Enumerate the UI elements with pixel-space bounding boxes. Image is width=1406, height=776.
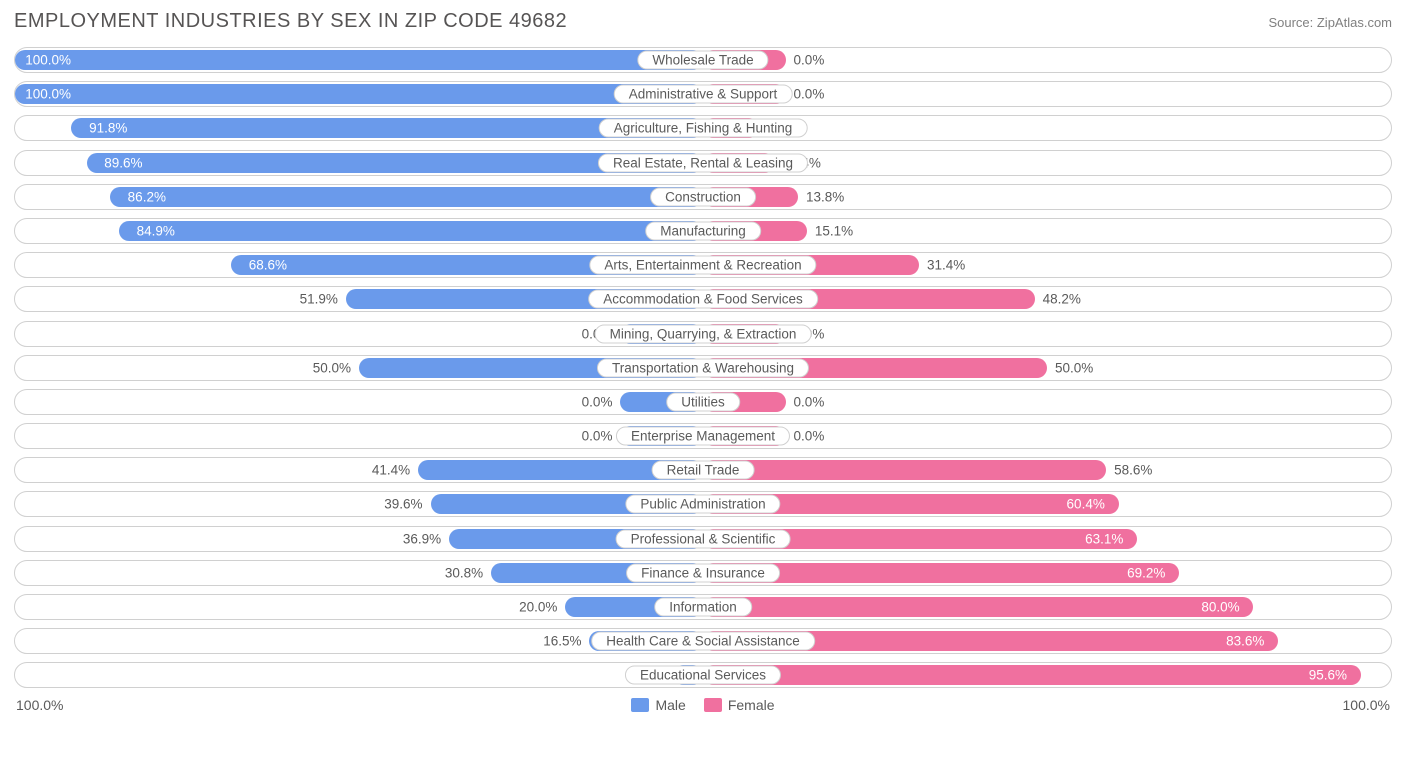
chart-row: 89.6%10.4%Real Estate, Rental & Leasing <box>14 150 1392 176</box>
category-label: Finance & Insurance <box>626 563 780 582</box>
category-label: Mining, Quarrying, & Extraction <box>595 324 812 343</box>
chart-row: 0.0%0.0%Enterprise Management <box>14 423 1392 449</box>
category-label: Health Care & Social Assistance <box>591 632 815 651</box>
legend-item-female: Female <box>704 697 775 713</box>
male-pct-label: 20.0% <box>519 600 557 615</box>
chart-footer: 100.0% Male Female 100.0% <box>14 697 1392 713</box>
male-bar <box>15 84 703 104</box>
male-pct-label: 91.8% <box>89 121 127 136</box>
axis-label-left: 100.0% <box>16 697 63 713</box>
chart-row: 30.8% 69.2% Finance & Insurance <box>14 560 1392 586</box>
male-bar <box>15 50 703 70</box>
female-pct-label: 63.1% <box>1085 531 1123 546</box>
male-pct-label: 16.5% <box>543 634 581 649</box>
female-pct-label: 0.0% <box>794 429 825 444</box>
female-pct-label: 60.4% <box>1067 497 1105 512</box>
female-bar <box>703 665 1361 685</box>
female-pct-label: 50.0% <box>1055 360 1093 375</box>
female-pct-label: 58.6% <box>1114 463 1152 478</box>
male-pct-label: 51.9% <box>300 292 338 307</box>
chart-row: 100.0% 0.0%Administrative & Support <box>14 81 1392 107</box>
male-pct-label: 39.6% <box>384 497 422 512</box>
category-label: Arts, Entertainment & Recreation <box>589 256 816 275</box>
category-label: Real Estate, Rental & Leasing <box>598 153 808 172</box>
female-pct-label: 95.6% <box>1309 668 1347 683</box>
category-label: Transportation & Warehousing <box>597 358 809 377</box>
legend-swatch-female <box>704 698 722 712</box>
female-pct-label: 69.2% <box>1127 565 1165 580</box>
male-bar <box>110 187 703 207</box>
chart-row: 36.9% 63.1% Professional & Scientific <box>14 526 1392 552</box>
female-pct-label: 48.2% <box>1043 292 1081 307</box>
chart-row: 4.4%95.6%Educational Services <box>14 662 1392 688</box>
category-label: Administrative & Support <box>614 85 793 104</box>
male-pct-label: 0.0% <box>582 429 613 444</box>
category-label: Educational Services <box>625 666 781 685</box>
chart-row: 0.0%0.0%Mining, Quarrying, & Extraction <box>14 321 1392 347</box>
male-pct-label: 89.6% <box>104 155 142 170</box>
female-pct-label: 0.0% <box>794 87 825 102</box>
category-label: Wholesale Trade <box>637 51 768 70</box>
axis-label-right: 100.0% <box>1343 697 1390 713</box>
female-pct-label: 80.0% <box>1201 600 1239 615</box>
male-pct-label: 30.8% <box>445 565 483 580</box>
chart-row: 86.2% 13.8% Construction <box>14 184 1392 210</box>
legend: Male Female <box>63 697 1342 713</box>
category-label: Professional & Scientific <box>616 529 791 548</box>
male-pct-label: 68.6% <box>249 258 287 273</box>
female-pct-label: 15.1% <box>815 223 853 238</box>
legend-item-male: Male <box>631 697 685 713</box>
chart-row: 41.4% 58.6% Retail Trade <box>14 457 1392 483</box>
category-label: Utilities <box>666 392 740 411</box>
category-label: Construction <box>650 187 756 206</box>
legend-label-male: Male <box>655 697 685 713</box>
category-label: Accommodation & Food Services <box>588 290 818 309</box>
male-pct-label: 0.0% <box>582 394 613 409</box>
chart-row: 68.6% 31.4% Arts, Entertainment & Recreati… <box>14 252 1392 278</box>
male-pct-label: 84.9% <box>137 223 175 238</box>
category-label: Enterprise Management <box>616 427 790 446</box>
chart-row: 50.0% 50.0% Transportation & Warehousing <box>14 355 1392 381</box>
category-label: Information <box>654 598 752 617</box>
female-bar <box>703 460 1106 480</box>
header: EMPLOYMENT INDUSTRIES BY SEX IN ZIP CODE… <box>14 10 1392 33</box>
chart-row: 84.9% 15.1% Manufacturing <box>14 218 1392 244</box>
chart-row: 20.0% 80.0% Information <box>14 594 1392 620</box>
male-pct-label: 86.2% <box>128 189 166 204</box>
female-pct-label: 83.6% <box>1226 634 1264 649</box>
chart-source: Source: ZipAtlas.com <box>1268 15 1392 30</box>
male-bar <box>119 221 703 241</box>
legend-label-female: Female <box>728 697 775 713</box>
category-label: Retail Trade <box>652 461 755 480</box>
chart-row: 39.6% 60.4% Public Administration <box>14 491 1392 517</box>
chart-title: EMPLOYMENT INDUSTRIES BY SEX IN ZIP CODE… <box>14 10 567 33</box>
chart-body: 100.0%0.0%Wholesale Trade100.0%0.0%Admin… <box>14 47 1392 688</box>
chart-row: 91.8%8.2%Agriculture, Fishing & Hunting <box>14 115 1392 141</box>
female-pct-label: 0.0% <box>794 394 825 409</box>
male-pct-label: 41.4% <box>372 463 410 478</box>
chart-row: 16.5% 83.6% Health Care & Social Assistanc… <box>14 628 1392 654</box>
category-label: Agriculture, Fishing & Hunting <box>599 119 808 138</box>
female-bar <box>703 597 1253 617</box>
female-pct-label: 0.0% <box>794 53 825 68</box>
female-pct-label: 31.4% <box>927 258 965 273</box>
male-pct-label: 100.0% <box>25 87 71 102</box>
chart-row: 51.9% 48.2% Accommodation & Food Services <box>14 286 1392 312</box>
category-label: Public Administration <box>625 495 780 514</box>
male-pct-label: 100.0% <box>25 53 71 68</box>
male-pct-label: 50.0% <box>313 360 351 375</box>
chart-row: 100.0% 0.0% Wholesale Trade <box>14 47 1392 73</box>
legend-swatch-male <box>631 698 649 712</box>
chart-row: 0.0% 0.0% Utilities <box>14 389 1392 415</box>
category-label: Manufacturing <box>645 221 761 240</box>
male-pct-label: 36.9% <box>403 531 441 546</box>
female-pct-label: 13.8% <box>806 189 844 204</box>
